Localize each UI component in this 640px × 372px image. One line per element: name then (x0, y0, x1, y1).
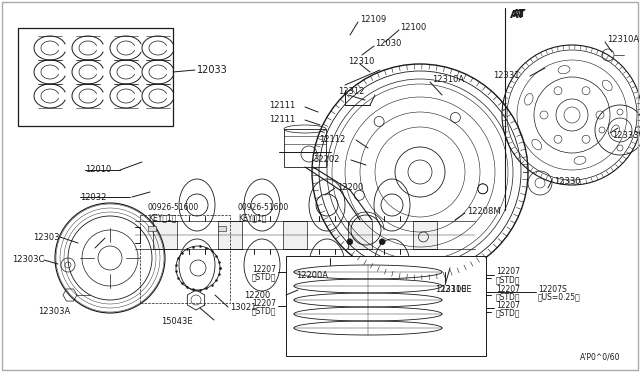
Text: 12207: 12207 (496, 267, 520, 276)
Text: 12331: 12331 (493, 71, 520, 80)
Bar (18, 28, 173, 126)
Text: 12207: 12207 (252, 264, 276, 273)
Text: 12111: 12111 (269, 115, 295, 124)
Bar (148, 226, 156, 231)
Text: 12310A: 12310A (432, 76, 464, 84)
Bar (413, 221, 437, 249)
Text: 12310E: 12310E (435, 285, 467, 295)
Text: （STD）: （STD） (252, 307, 276, 315)
Text: 12310A: 12310A (607, 35, 639, 45)
Text: 12310: 12310 (348, 58, 374, 67)
Text: （STD）: （STD） (496, 276, 520, 285)
Text: 12207: 12207 (496, 301, 520, 310)
Text: 12033: 12033 (197, 65, 228, 75)
Circle shape (379, 239, 385, 245)
Text: 12310E: 12310E (440, 285, 472, 295)
Bar (153, 221, 177, 249)
Bar (218, 226, 226, 231)
Bar (140, 215, 230, 303)
Text: 12030: 12030 (375, 39, 401, 48)
Text: 12032: 12032 (80, 192, 106, 202)
Text: 12111: 12111 (269, 102, 295, 110)
Text: 12010: 12010 (85, 166, 111, 174)
Text: 12303: 12303 (33, 232, 60, 241)
Text: 15043E: 15043E (161, 317, 193, 327)
Text: 32202: 32202 (314, 154, 340, 164)
Bar (284, 129, 326, 167)
Text: 12312: 12312 (338, 87, 364, 96)
Text: （STD）: （STD） (252, 273, 276, 282)
Text: 12109: 12109 (360, 16, 387, 25)
Bar (286, 256, 486, 356)
Text: （STD）: （STD） (496, 292, 520, 301)
Text: 12200: 12200 (244, 291, 270, 299)
Text: （STD）: （STD） (496, 308, 520, 317)
Text: 00926-51600: 00926-51600 (148, 203, 199, 212)
Text: 12207: 12207 (252, 298, 276, 308)
Text: 12112: 12112 (319, 135, 345, 144)
Text: （US=0.25）: （US=0.25） (538, 292, 580, 301)
Text: KEY（1）: KEY（1） (148, 214, 177, 222)
Text: 12200A: 12200A (296, 272, 328, 280)
Text: KEY（1）: KEY（1） (238, 214, 266, 222)
Circle shape (347, 239, 353, 245)
Bar (283, 221, 307, 249)
Bar (348, 221, 372, 249)
Bar (218, 221, 242, 249)
Text: 12208M: 12208M (467, 208, 500, 217)
Text: AT: AT (513, 9, 527, 19)
Text: 00926-51600: 00926-51600 (238, 203, 289, 212)
Text: AT: AT (510, 10, 525, 20)
Text: 12207: 12207 (496, 285, 520, 294)
Text: 13021: 13021 (230, 304, 257, 312)
Text: A'P0^0/60: A'P0^0/60 (579, 353, 620, 362)
Text: 12207S: 12207S (538, 285, 567, 294)
Text: 12333: 12333 (612, 131, 639, 140)
Text: 12200: 12200 (337, 183, 364, 192)
Text: 12100: 12100 (400, 23, 426, 32)
Text: 12330: 12330 (554, 177, 580, 186)
Text: 12303A: 12303A (38, 308, 70, 317)
Text: 12303C: 12303C (12, 256, 44, 264)
